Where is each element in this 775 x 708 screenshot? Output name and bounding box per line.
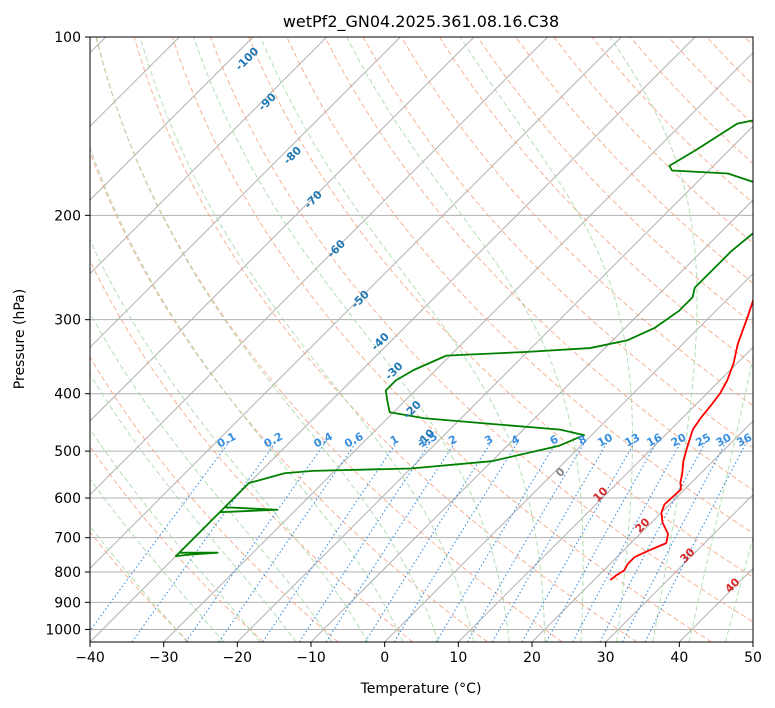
mixing-ratio-line xyxy=(90,440,231,632)
mixing-ratio-line xyxy=(262,440,399,642)
plot-area xyxy=(90,37,753,642)
mixing-ratio-label: 20 xyxy=(669,431,689,450)
dry-adiabat-line xyxy=(515,37,753,284)
y-tick-label: 900 xyxy=(54,595,81,611)
isotherm-line xyxy=(457,346,753,642)
moist-adiabat-line xyxy=(609,37,698,642)
y-tick-label: 300 xyxy=(54,313,81,329)
y-tick-label: 700 xyxy=(54,531,81,547)
moist-adiabat-line xyxy=(90,238,369,642)
mixing-ratio-line xyxy=(131,440,278,642)
dry-adiabat-line xyxy=(90,150,488,642)
isotherm-line xyxy=(236,125,753,642)
mixing-ratio-label: 13 xyxy=(623,431,643,450)
mixing-ratio-line xyxy=(545,440,659,642)
dry-adiabat-line xyxy=(400,37,753,407)
mixing-ratio-line xyxy=(435,440,558,642)
mixing-ratio-line xyxy=(185,440,328,642)
moist-adiabat-line xyxy=(346,37,584,642)
y-tick-label: 400 xyxy=(54,387,81,403)
isotherm-line xyxy=(90,37,549,496)
y-tick-label: 100 xyxy=(54,30,81,46)
isotherm-line xyxy=(90,37,401,349)
series-layer xyxy=(174,119,753,581)
y-tick-label: 1000 xyxy=(45,622,81,638)
moist-adiabat-line xyxy=(90,373,297,642)
chart-title: wetPf2_GN04.2025.361.08.16.C38 xyxy=(283,12,559,32)
mixing-ratio-label: 16 xyxy=(645,431,665,450)
moist-adiabat-line xyxy=(139,37,475,642)
temperature-profile-line xyxy=(609,297,753,581)
mixing-ratio-line xyxy=(218,440,358,642)
plot-frame xyxy=(89,36,754,643)
mixing-ratio-line xyxy=(521,440,637,642)
moist-adiabat-line xyxy=(90,478,225,642)
mixing-ratio-line xyxy=(364,440,493,642)
x-tick-label: 40 xyxy=(670,650,688,666)
dry-adiabat-line xyxy=(171,37,712,642)
moist-adiabat-line xyxy=(90,311,333,642)
moist-adiabat-line xyxy=(90,428,261,642)
x-tick-label: 10 xyxy=(449,650,467,666)
isotherm-line xyxy=(90,37,475,422)
dry-adiabat-line xyxy=(210,37,753,623)
mixing-ratio-label: 30 xyxy=(714,431,734,450)
x-tick-label: −30 xyxy=(149,650,179,666)
moist-adiabat-line xyxy=(688,354,753,642)
mixing-ratio-label: 36 xyxy=(734,431,754,450)
x-tick-label: 0 xyxy=(380,650,389,666)
y-tick-label: 800 xyxy=(54,565,81,581)
moist-adiabat-line xyxy=(96,37,439,642)
dry-adiabat-line xyxy=(133,37,638,642)
mixing-ratio-line xyxy=(572,440,683,642)
isotherm-line xyxy=(531,420,753,642)
x-axis-ticks: −40 −30 −20 −10 0 10 20 30 40 50 xyxy=(75,642,762,666)
moist-adiabat-line xyxy=(90,145,404,642)
isotherm-line xyxy=(90,37,328,275)
x-tick-label: −20 xyxy=(223,650,253,666)
x-axis-label: Temperature (°C) xyxy=(360,681,482,697)
isotherm-line xyxy=(605,493,753,642)
moist-adiabat-line xyxy=(260,37,546,642)
dry-adiabat-line xyxy=(439,37,753,366)
x-tick-label: −10 xyxy=(296,650,326,666)
mixing-ratio-line xyxy=(393,440,520,642)
y-tick-label: 200 xyxy=(54,208,81,224)
x-tick-label: 50 xyxy=(744,650,762,666)
y-axis-ticks: 100 200 300 400 500 600 700 800 900 1000 xyxy=(45,30,90,638)
dry-adiabat-line xyxy=(90,445,264,642)
x-tick-label: −40 xyxy=(75,650,105,666)
isotherm-line xyxy=(163,51,753,642)
isotherm-line xyxy=(90,37,254,201)
y-tick-label: 600 xyxy=(54,491,81,507)
dry-adiabat-line xyxy=(324,37,753,491)
background-lines xyxy=(90,37,753,642)
mixing-ratio-line xyxy=(325,440,457,642)
dewpoint-profile-line xyxy=(174,119,753,558)
x-tick-label: 20 xyxy=(523,650,541,666)
x-tick-label: 30 xyxy=(597,650,615,666)
moist-adiabat-line xyxy=(725,535,753,642)
moist-adiabat-line xyxy=(193,37,510,642)
dry-adiabat-line xyxy=(90,531,190,642)
isotherm-line xyxy=(384,272,753,642)
dry-adiabat-line xyxy=(248,37,753,578)
dry-adiabat-line xyxy=(90,356,339,642)
mixing-ratio-line xyxy=(467,440,587,642)
mixing-ratio-label: 25 xyxy=(693,431,713,450)
mixing-ratio-line xyxy=(298,440,432,642)
isotherm-line xyxy=(90,37,622,570)
dry-adiabat-line xyxy=(95,37,563,642)
mixing-ratio-label: 10 xyxy=(595,431,615,450)
y-tick-label: 500 xyxy=(54,444,81,460)
mixing-ratio-line xyxy=(644,440,748,642)
y-axis-label: Pressure (hPa) xyxy=(12,289,28,389)
